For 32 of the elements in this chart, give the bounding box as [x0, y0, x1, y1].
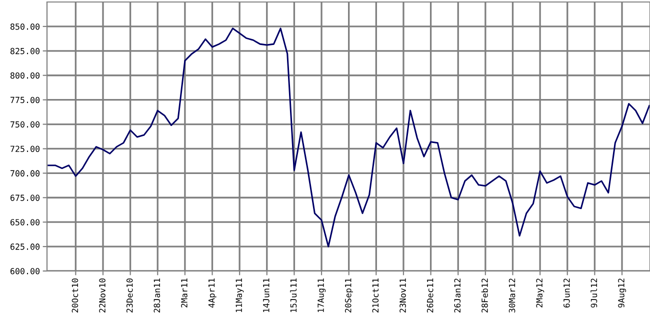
x-tick-label: 21Oct11: [372, 278, 379, 312]
y-tick-label: 850.00: [10, 23, 40, 30]
x-tick-label: 20Oct10: [72, 278, 78, 312]
y-tick-label: 675.00: [10, 194, 40, 201]
x-tick-label: 9Aug12: [618, 278, 626, 308]
x-tick-label: 22Nov10: [99, 278, 106, 312]
y-tick-label: 775.00: [10, 96, 40, 104]
x-tick-label: 26Dec11: [426, 278, 434, 312]
y-tick-label: 725.00: [10, 146, 40, 152]
y-tick-label: 750.00: [10, 121, 40, 128]
x-tick-label: 20Sep11: [344, 278, 353, 312]
y-tick-label: 825.00: [10, 48, 40, 54]
x-tick-label: 9Jul12: [590, 278, 598, 308]
y-tick-label: 625.00: [10, 244, 40, 250]
x-tick-label: 14Jun11: [263, 278, 270, 312]
x-tick-label: 28Feb12: [481, 278, 488, 312]
x-tick-label: 28Jan11: [154, 278, 160, 312]
x-tick-label: 4Apr11: [208, 278, 216, 308]
x-tick-label: 11May11: [236, 278, 244, 312]
x-tick-label: 6Jun12: [564, 278, 570, 308]
y-tick-label: 800.00: [10, 72, 40, 79]
x-tick-label: 2Mar11: [181, 278, 188, 308]
x-tick-label: 26Jan12: [454, 278, 461, 312]
x-tick-label: 23Dec10: [126, 278, 133, 312]
x-tick-label: 17Aug11: [318, 278, 326, 312]
x-tick-label: 15Jul11: [290, 278, 297, 312]
y-tick-label: 600.00: [10, 268, 40, 274]
y-tick-label: 650.00: [10, 219, 40, 226]
x-tick-label: 30Mar12: [508, 278, 516, 313]
y-tick-label: 700.00: [10, 170, 40, 176]
x-tick-label: 2May12: [536, 278, 544, 308]
x-tick-label: 23Nov11: [400, 278, 406, 312]
